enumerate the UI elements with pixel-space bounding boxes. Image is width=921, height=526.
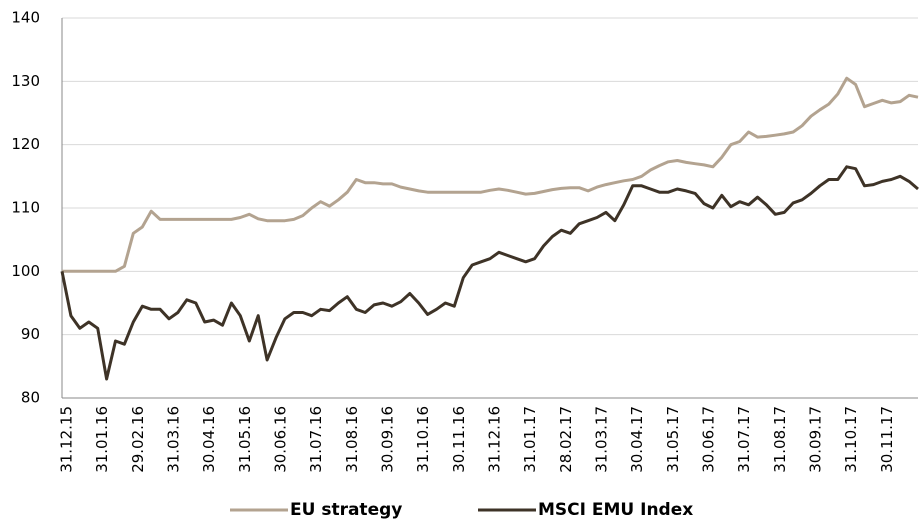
- legend-label: MSCI EMU Index: [538, 500, 693, 520]
- y-tick-label: 100: [11, 262, 40, 280]
- x-tick-label: 31.05.17: [664, 406, 682, 473]
- x-tick-label: 29.02.16: [129, 406, 147, 473]
- y-tick-label: 120: [11, 135, 40, 153]
- x-tick-label: 31.07.16: [307, 406, 325, 473]
- x-tick-label: 30.09.17: [807, 406, 825, 473]
- x-tick-label: 30.06.17: [700, 406, 718, 473]
- x-tick-label: 31.01.16: [93, 406, 111, 473]
- x-tick-label: 31.10.16: [414, 406, 432, 473]
- x-tick-label: 31.10.17: [842, 406, 860, 473]
- y-tick-label: 110: [11, 199, 40, 217]
- x-tick-label: 30.11.17: [878, 406, 896, 473]
- x-tick-label: 30.06.16: [272, 406, 290, 473]
- x-tick-label: 30.04.16: [200, 406, 218, 473]
- series-line: [60, 165, 919, 381]
- x-tick-label: 28.02.17: [557, 406, 575, 473]
- y-tick-label: 80: [21, 389, 40, 407]
- y-tick-label: 130: [11, 72, 40, 90]
- y-tick-label: 90: [21, 325, 40, 343]
- x-tick-label: 31.08.16: [343, 406, 361, 473]
- x-tick-label: 31.03.16: [165, 406, 183, 473]
- x-tick-label: 31.12.16: [486, 406, 504, 473]
- x-tick-label: 31.08.17: [771, 406, 789, 473]
- legend-label: EU strategy: [290, 500, 402, 520]
- series-line: [62, 76, 919, 273]
- x-tick-label: 31.07.17: [735, 406, 753, 473]
- x-tick-label: 31.03.17: [593, 406, 611, 473]
- x-tick-label: 31.01.17: [521, 406, 539, 473]
- y-tick-label: 140: [11, 9, 40, 27]
- x-tick-label: 31.12.15: [58, 406, 76, 473]
- x-tick-label: 30.09.16: [379, 406, 397, 473]
- x-tick-label: 31.05.16: [236, 406, 254, 473]
- x-tick-label: 30.04.17: [628, 406, 646, 473]
- x-tick-label: 30.11.16: [450, 406, 468, 473]
